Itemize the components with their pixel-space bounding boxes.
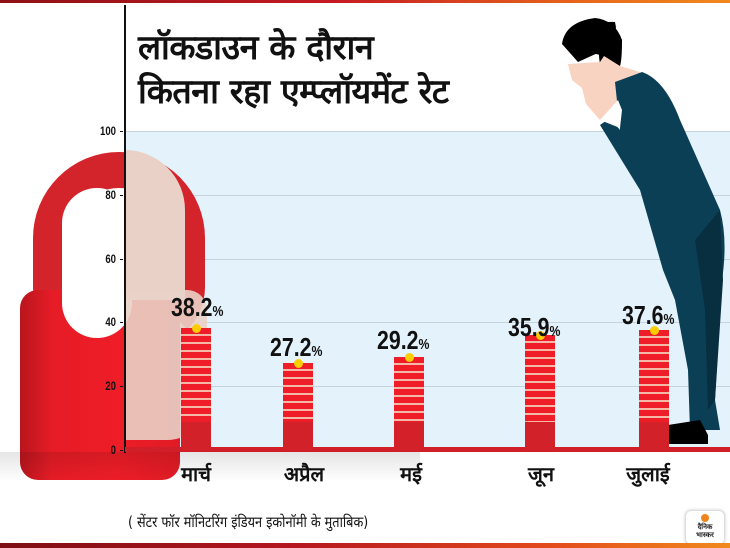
value-unit: % xyxy=(663,311,675,328)
value-label-june: 35.9% xyxy=(508,312,560,343)
logo-text-line1: दैनिक xyxy=(697,523,713,531)
x-label-june: जून xyxy=(528,462,554,486)
value-unit: % xyxy=(418,336,430,353)
top-accent-bar xyxy=(0,0,730,3)
gridline-100 xyxy=(125,131,730,132)
chart-title: लॉकडाउन के दौरान कितना रहा एम्प्लॉयमेंट … xyxy=(138,26,449,114)
bar-may xyxy=(394,353,424,450)
padlock-hole xyxy=(62,188,132,338)
value-dot xyxy=(536,331,545,340)
man-suit xyxy=(600,72,725,430)
value-unit: % xyxy=(311,343,323,360)
value-dot xyxy=(294,359,303,368)
y-tick-40: 40 xyxy=(105,315,116,329)
gridline-40 xyxy=(125,322,730,323)
bar-base xyxy=(181,422,211,450)
value-dot xyxy=(650,326,659,335)
man-collar xyxy=(600,100,622,128)
value-number: 29.2 xyxy=(377,325,419,355)
value-label-may: 29.2% xyxy=(377,325,429,356)
value-number: 27.2 xyxy=(270,332,312,362)
logo-text-line2: भास्कर xyxy=(696,531,714,539)
y-tick-mark xyxy=(120,131,123,132)
x-label-may: मई xyxy=(400,462,422,486)
y-axis-line xyxy=(124,5,126,453)
y-tick-60: 60 xyxy=(105,252,116,266)
bar-base xyxy=(639,422,669,450)
bar-july xyxy=(639,326,669,450)
bar-base xyxy=(525,422,555,450)
value-number: 37.6 xyxy=(622,300,664,330)
value-number: 35.9 xyxy=(508,312,550,342)
x-axis-baseline xyxy=(125,447,730,452)
x-label-march: मार्च xyxy=(181,462,211,486)
gridline-60 xyxy=(125,259,730,260)
y-tick-0: 0 xyxy=(110,443,116,457)
y-tick-mark xyxy=(120,195,123,196)
floor-shadow xyxy=(0,452,420,482)
man-shoe xyxy=(662,420,708,444)
plot-area xyxy=(125,131,730,450)
sun-icon xyxy=(701,514,709,522)
value-unit: % xyxy=(549,323,561,340)
x-label-july: जुलाई xyxy=(626,462,670,486)
title-line-1: लॉकडाउन के दौरान xyxy=(138,28,374,68)
gridline-80 xyxy=(125,195,730,196)
bar-base xyxy=(283,422,313,450)
gridline-20 xyxy=(125,386,730,387)
y-tick-mark xyxy=(120,450,123,451)
value-dot xyxy=(192,324,201,333)
y-tick-20: 20 xyxy=(105,379,116,393)
bar-march xyxy=(181,324,211,450)
title-line-2: कितना रहा एम्प्लॉयमेंट रेट xyxy=(138,72,449,112)
value-unit: % xyxy=(212,303,224,320)
value-label-april: 27.2% xyxy=(270,332,322,363)
value-label-july: 37.6% xyxy=(622,300,674,331)
value-number: 38.2 xyxy=(171,292,213,322)
thinking-man-illustration xyxy=(562,18,725,444)
bar-april xyxy=(283,359,313,450)
y-tick-100: 100 xyxy=(99,124,116,138)
source-note: ( सेंटर फॉर मॉनिटरिंग इंडियन इकोनॉमी के … xyxy=(128,513,369,531)
value-label-march: 38.2% xyxy=(171,292,223,323)
dainik-bhaskar-logo: दैनिक भास्कर xyxy=(685,510,725,545)
y-tick-mark xyxy=(120,259,123,260)
x-label-april: अप्रैल xyxy=(283,462,325,486)
bottom-accent-bar xyxy=(0,543,730,548)
bar-base xyxy=(394,422,424,450)
y-tick-80: 80 xyxy=(105,188,116,202)
value-dot xyxy=(405,353,414,362)
y-tick-mark xyxy=(120,386,123,387)
bar-june xyxy=(525,331,555,450)
y-tick-mark xyxy=(120,322,123,323)
